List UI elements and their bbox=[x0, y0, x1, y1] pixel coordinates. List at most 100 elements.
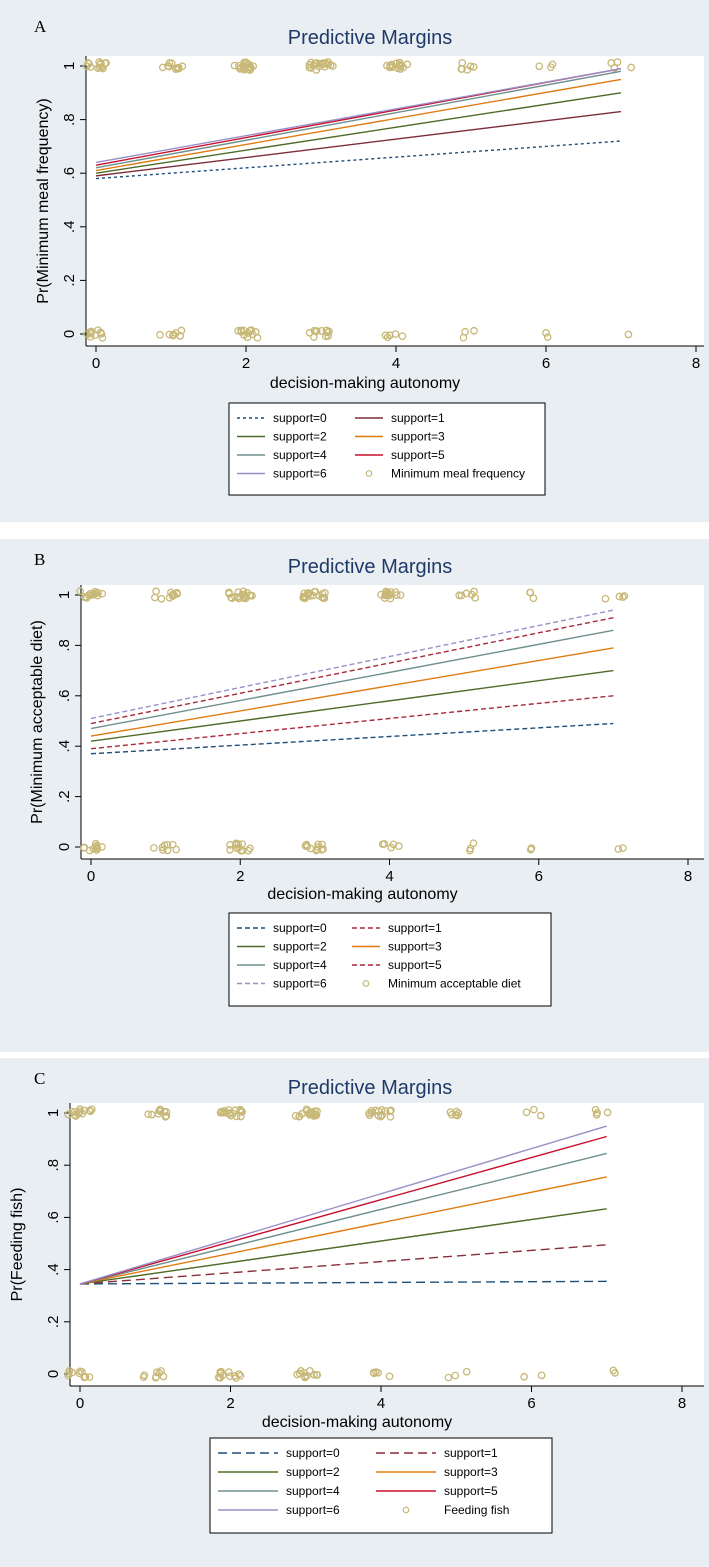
scatter-point bbox=[94, 64, 102, 72]
y-tick-label-a: 1 bbox=[61, 62, 78, 70]
scatter-point bbox=[154, 1109, 163, 1118]
scatter-point bbox=[163, 840, 172, 849]
y-tick-label-b: .2 bbox=[56, 790, 73, 803]
panel-letter-a: A bbox=[34, 17, 47, 36]
series-line-support-0 bbox=[95, 140, 622, 180]
scatter-point bbox=[312, 327, 321, 335]
x-tick-label-c: 0 bbox=[76, 1395, 84, 1412]
scatter-point bbox=[300, 589, 309, 598]
scatter-point bbox=[243, 333, 252, 342]
legend-label: support=1 bbox=[388, 921, 442, 935]
scatter-point bbox=[157, 594, 166, 603]
scatter-point bbox=[329, 62, 337, 70]
series-line-support-2 bbox=[79, 1208, 607, 1285]
scatter-point bbox=[234, 326, 242, 335]
scatter-point bbox=[295, 1369, 304, 1378]
series-line-support-6 bbox=[79, 1125, 607, 1285]
scatter-point bbox=[168, 592, 177, 600]
scatter-point bbox=[383, 588, 392, 597]
y-tick-label-a: .2 bbox=[61, 274, 78, 287]
scatter-point bbox=[325, 327, 333, 336]
scatter-point bbox=[592, 1110, 601, 1119]
scatter-point bbox=[64, 1369, 73, 1378]
scatter-point bbox=[91, 589, 100, 598]
legend-label: support=5 bbox=[391, 448, 445, 462]
scatter-point bbox=[236, 1371, 245, 1380]
scatter-point bbox=[98, 333, 107, 342]
x-tick-label-c: 2 bbox=[226, 1395, 234, 1412]
panel-c: C Predictive Margins 0 2 4 6 8 0 .2 .4 .6 .8 1 deci… bbox=[0, 1058, 709, 1567]
x-tick-label-c: 4 bbox=[377, 1395, 385, 1412]
scatter-point bbox=[611, 1369, 619, 1377]
scatter-point bbox=[374, 1368, 382, 1377]
scatter-point bbox=[382, 61, 391, 70]
scatter-points-b bbox=[76, 587, 629, 855]
scatter-point bbox=[613, 58, 622, 66]
scatter-point bbox=[462, 1367, 471, 1376]
x-axis-title-b: decision-making autonomy bbox=[267, 886, 457, 903]
scatter-point bbox=[458, 65, 466, 73]
plot-area-c bbox=[70, 1103, 704, 1386]
scatter-point bbox=[224, 1368, 233, 1376]
x-tick-label-a: 8 bbox=[692, 355, 700, 372]
scatter-point bbox=[542, 329, 550, 337]
panel-a: A Predictive Margins 0 2 4 6 8 0 .2 .4 .6 .8 1 deci… bbox=[0, 0, 709, 522]
scatter-point bbox=[83, 330, 91, 338]
scatter-point bbox=[159, 846, 167, 854]
series-line-support-5 bbox=[90, 616, 614, 725]
scatter-point bbox=[238, 590, 247, 599]
scatter-point bbox=[314, 840, 322, 849]
scatter-point bbox=[313, 1370, 322, 1379]
scatter-point bbox=[470, 326, 478, 335]
legend-label: support=2 bbox=[273, 430, 327, 444]
x-tick-label-b: 8 bbox=[684, 868, 692, 885]
x-tick-label-a: 4 bbox=[392, 355, 400, 372]
scatter-point bbox=[216, 1373, 225, 1382]
legend-label: support=5 bbox=[444, 1484, 498, 1498]
scatter-point bbox=[451, 1371, 460, 1380]
scatter-point bbox=[324, 58, 332, 66]
scatter-points-a bbox=[82, 58, 636, 342]
scatter-point bbox=[98, 843, 106, 851]
series-line-support-4 bbox=[90, 629, 614, 730]
y-tick-label-c: 0 bbox=[45, 1370, 62, 1378]
scatter-point bbox=[87, 1105, 96, 1114]
chart-title-a: Predictive Margins bbox=[288, 27, 453, 49]
series-line-support-2 bbox=[95, 92, 622, 174]
scatter-point bbox=[620, 592, 629, 600]
scatter-point bbox=[225, 588, 233, 597]
scatter-point bbox=[305, 63, 314, 72]
chart-title-c: Predictive Margins bbox=[288, 1077, 453, 1099]
scatter-point bbox=[149, 844, 158, 852]
series-line-support-3 bbox=[95, 78, 622, 172]
scatter-point bbox=[161, 1112, 170, 1121]
scatter-point bbox=[535, 62, 544, 71]
scatter-point bbox=[318, 840, 326, 849]
scatter-point bbox=[603, 1108, 612, 1117]
scatter-point bbox=[152, 587, 160, 596]
scatter-point bbox=[225, 1110, 233, 1118]
scatter-point bbox=[237, 327, 246, 336]
y-tick-label-b: .8 bbox=[56, 639, 73, 652]
scatter-point bbox=[383, 333, 392, 342]
scatter-point bbox=[319, 59, 328, 67]
scatter-point bbox=[177, 326, 186, 335]
scatter-point bbox=[469, 63, 478, 71]
scatter-point bbox=[466, 844, 475, 853]
scatter-point bbox=[89, 844, 98, 853]
scatter-point bbox=[76, 1367, 85, 1376]
series-line-support-5 bbox=[79, 1135, 607, 1285]
series-line-support-3 bbox=[90, 647, 614, 737]
scatter-point bbox=[144, 1110, 152, 1119]
scatter-point bbox=[396, 591, 405, 599]
legend-label: support=6 bbox=[273, 467, 327, 481]
scatter-point bbox=[68, 1368, 76, 1377]
scatter-point bbox=[158, 63, 167, 72]
scatter-point bbox=[165, 330, 174, 339]
scatter-point bbox=[392, 59, 401, 68]
y-tick-label-a: .6 bbox=[61, 167, 78, 180]
y-tick-label-a: 0 bbox=[61, 330, 78, 338]
scatter-point bbox=[87, 329, 95, 338]
scatter-point bbox=[162, 1112, 171, 1120]
y-tick-label-b: .4 bbox=[56, 740, 73, 753]
